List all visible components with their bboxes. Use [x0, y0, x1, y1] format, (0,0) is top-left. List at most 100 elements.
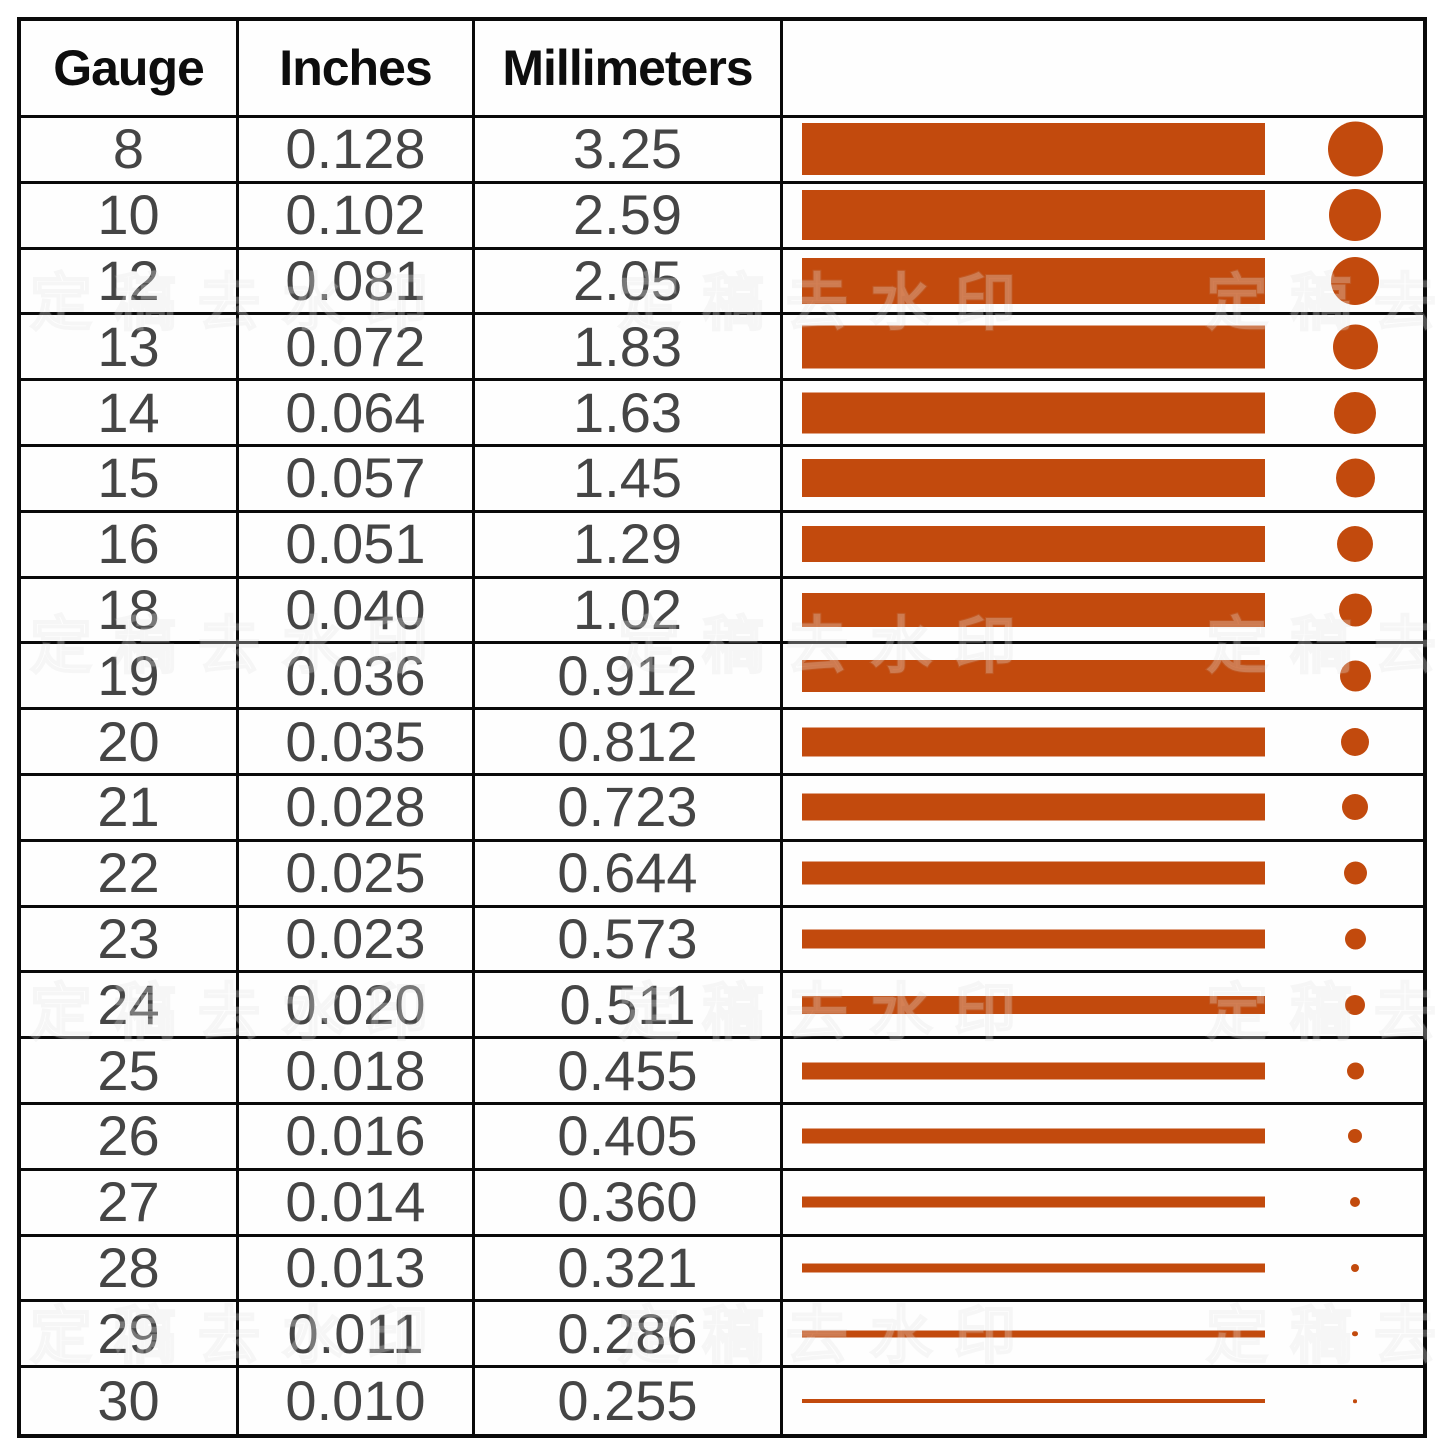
- millimeters-cell: 0.321: [475, 1236, 783, 1303]
- wire-cross-section-dot: [1329, 189, 1381, 242]
- gauge-cell: 29: [21, 1302, 239, 1369]
- gauge-cell: 13: [21, 315, 239, 382]
- wire-thickness-bar: [802, 526, 1265, 563]
- wire-size-visual-cell: [783, 973, 1423, 1040]
- gauge-cell: 22: [21, 841, 239, 908]
- wire-size-visual-cell: [783, 710, 1423, 776]
- inches-cell: 0.128: [239, 118, 475, 184]
- millimeters-cell: 3.25: [475, 118, 783, 184]
- gauge-cell: 28: [21, 1236, 239, 1303]
- wire-size-visual-cell: [783, 1039, 1423, 1105]
- wire-cross-section-dot: [1350, 1197, 1360, 1208]
- millimeters-cell: 0.511: [475, 973, 783, 1040]
- inches-cell: 0.010: [239, 1368, 475, 1434]
- wire-thickness-bar: [802, 1128, 1265, 1144]
- gauge-cell: 10: [21, 183, 239, 250]
- inches-cell: 0.040: [239, 578, 475, 645]
- column-header-gauge: Gauge: [21, 21, 239, 118]
- millimeters-cell: 0.644: [475, 841, 783, 908]
- wire-cross-section-dot: [1352, 1331, 1358, 1337]
- wire-size-visual-cell: [783, 776, 1423, 842]
- gauge-cell: 19: [21, 644, 239, 711]
- wire-size-visual-cell: [783, 1302, 1423, 1369]
- wire-cross-section-dot: [1342, 794, 1368, 821]
- gauge-cell: 26: [21, 1105, 239, 1171]
- gauge-conversion-table: Gauge Inches Millimeters 8 0.128 3.25 10 0.1…: [17, 17, 1427, 1438]
- wire-thickness-bar: [802, 861, 1265, 885]
- wire-thickness-bar: [802, 1062, 1265, 1080]
- wire-thickness-bar: [802, 123, 1265, 176]
- wire-cross-section-dot: [1335, 458, 1375, 498]
- wire-thickness-bar: [802, 1330, 1265, 1338]
- wire-cross-section-dot: [1351, 1263, 1359, 1272]
- inches-cell: 0.011: [239, 1302, 475, 1369]
- wire-thickness-bar: [802, 727, 1265, 757]
- inches-cell: 0.051: [239, 512, 475, 579]
- column-header-millimeters: Millimeters: [475, 21, 783, 118]
- gauge-cell: 8: [21, 118, 239, 184]
- wire-size-visual-cell: [783, 250, 1423, 316]
- wire-cross-section-dot: [1348, 1129, 1362, 1144]
- wire-size-visual-cell: [783, 1105, 1423, 1171]
- wire-thickness-bar: [802, 592, 1265, 627]
- gauge-cell: 30: [21, 1368, 239, 1434]
- wire-size-visual-cell: [783, 381, 1423, 447]
- wire-thickness-bar: [802, 459, 1265, 498]
- gauge-cell: 21: [21, 776, 239, 842]
- inches-cell: 0.072: [239, 315, 475, 382]
- inches-cell: 0.014: [239, 1170, 475, 1237]
- millimeters-cell: 1.29: [475, 512, 783, 579]
- wire-cross-section-dot: [1332, 324, 1378, 370]
- wire-cross-section-dot: [1346, 1062, 1364, 1080]
- gauge-cell: 16: [21, 512, 239, 579]
- millimeters-cell: 0.455: [475, 1039, 783, 1105]
- wire-thickness-bar: [802, 1263, 1265, 1273]
- millimeters-cell: 2.59: [475, 183, 783, 250]
- wire-cross-section-dot: [1327, 121, 1383, 177]
- wire-size-visual-cell: [783, 1171, 1423, 1237]
- gauge-cell: 20: [21, 710, 239, 776]
- wire-cross-section-dot: [1338, 593, 1372, 627]
- wire-thickness-bar: [802, 257, 1265, 304]
- wire-thickness-bar: [802, 1196, 1265, 1208]
- wire-thickness-bar: [802, 793, 1265, 821]
- millimeters-cell: 0.723: [475, 776, 783, 842]
- wire-cross-section-dot: [1341, 727, 1369, 756]
- millimeters-cell: 0.912: [475, 644, 783, 711]
- gauge-cell: 27: [21, 1170, 239, 1237]
- wire-size-visual-cell: [783, 1368, 1423, 1434]
- wire-size-visual-cell: [783, 315, 1423, 382]
- wire-size-visual-cell: [783, 579, 1423, 645]
- millimeters-cell: 1.63: [475, 381, 783, 447]
- gauge-cell: 24: [21, 973, 239, 1040]
- column-header-visual: [783, 21, 1423, 118]
- millimeters-cell: 2.05: [475, 249, 783, 316]
- inches-cell: 0.081: [239, 249, 475, 316]
- inches-cell: 0.013: [239, 1236, 475, 1303]
- inches-cell: 0.036: [239, 644, 475, 711]
- inches-cell: 0.028: [239, 776, 475, 842]
- gauge-cell: 25: [21, 1039, 239, 1105]
- wire-size-visual-cell: [783, 118, 1423, 184]
- wire-size-visual-cell: [783, 842, 1423, 908]
- wire-cross-section-dot: [1337, 526, 1373, 563]
- wire-cross-section-dot: [1343, 861, 1367, 885]
- millimeters-cell: 0.405: [475, 1105, 783, 1171]
- inches-cell: 0.016: [239, 1105, 475, 1171]
- wire-cross-section-dot: [1345, 994, 1365, 1015]
- wire-thickness-bar: [802, 929, 1265, 949]
- gauge-cell: 12: [21, 249, 239, 316]
- gauge-cell: 14: [21, 381, 239, 447]
- wire-cross-section-dot: [1331, 256, 1379, 305]
- inches-cell: 0.102: [239, 183, 475, 250]
- wire-size-visual-cell: [783, 908, 1423, 974]
- millimeters-cell: 1.83: [475, 315, 783, 382]
- millimeters-cell: 0.573: [475, 907, 783, 974]
- millimeters-cell: 0.360: [475, 1170, 783, 1237]
- millimeters-cell: 0.812: [475, 710, 783, 776]
- gauge-cell: 15: [21, 447, 239, 513]
- inches-cell: 0.064: [239, 381, 475, 447]
- wire-cross-section-dot: [1334, 391, 1376, 434]
- wire-thickness-bar: [802, 659, 1265, 692]
